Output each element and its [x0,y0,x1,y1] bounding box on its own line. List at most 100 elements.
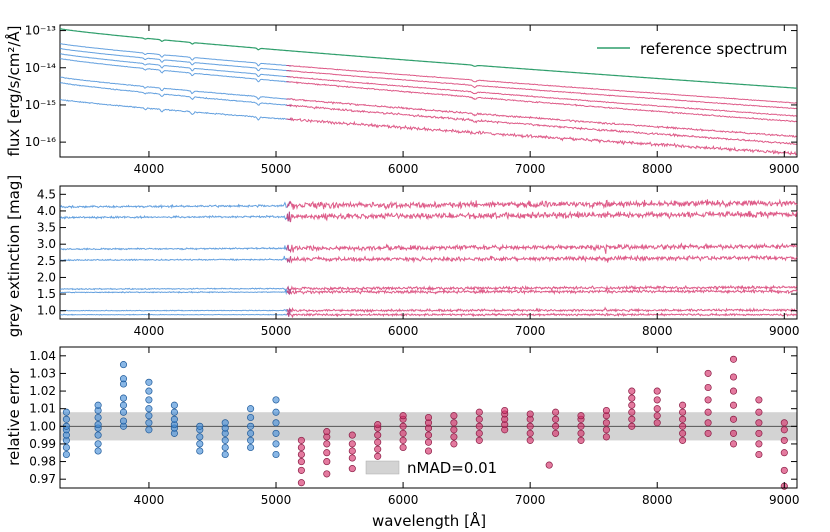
error-legend-label: nMAD=0.01 [407,459,497,477]
error-point [526,422,534,430]
error-point [653,419,661,427]
error-point [755,429,763,437]
x-tick-label: 4000 [134,162,165,176]
flux-series-blue [59,43,292,67]
error-point [755,419,763,427]
error-point [62,415,70,423]
error-point [399,429,407,437]
y-tick-label: 0.98 [29,455,56,469]
flux-series-red [286,76,797,117]
x-tick-label: 9000 [769,493,800,507]
flux-series-blue [59,53,292,78]
error-point [602,426,610,434]
error-legend-swatch [365,460,400,475]
extinction-series-red [286,210,798,223]
extinction-series-blue [59,307,292,314]
error-legend: nMAD=0.01 [365,459,497,477]
error-point [424,431,433,439]
extinction-series-blue [59,255,292,264]
x-tick-label: 8000 [642,493,673,507]
error-point [526,410,534,418]
flux-series-red [286,116,797,156]
error-point [94,440,102,448]
error-point [145,419,153,427]
extinction-series-red [286,284,798,292]
error-point [348,465,356,473]
error-point [679,401,687,409]
error-point [170,415,178,423]
error-point [348,431,356,439]
error-point [374,445,382,453]
x-tick-label: 8000 [642,162,673,176]
error-point [247,422,255,430]
error-point [545,461,553,469]
error-point [628,401,636,409]
x-axis-label: wavelength [Å] [372,511,486,530]
y-tick-label: 10⁻¹⁶ [25,135,56,149]
error-point [577,436,585,444]
error-point [221,419,229,427]
error-point [450,419,458,427]
error-point [450,426,458,434]
error-point [297,450,305,459]
error-point [348,440,356,448]
x-tick-label: 6000 [388,162,419,176]
error-point [94,421,102,429]
y-tick-label: 1.03 [29,366,56,380]
error-point [196,433,204,441]
error-point [552,422,560,430]
extinction-series-red [286,287,798,296]
error-axes-frame [59,346,798,489]
extinction-axes-frame [59,185,798,320]
error-point [297,479,305,487]
error-point [679,436,687,444]
error-point [323,470,331,478]
y-tick-label: 4.5 [37,187,56,201]
error-point [399,436,407,444]
error-point [145,378,153,386]
error-point [424,447,433,455]
error-point [679,422,687,430]
flux-y-axis-label: flux [erg/s/cm²/Å] [4,25,23,156]
error-point [653,405,661,413]
error-point [94,431,102,439]
extinction-series-red [286,306,798,314]
error-point [196,440,204,448]
error-point [145,396,153,404]
error-point [119,394,128,402]
flux-series-blue [59,47,292,72]
error-point [526,436,534,444]
error-point [94,447,102,455]
flux-series-blue [59,76,292,101]
x-tick-label: 4000 [134,324,165,338]
extinction-series-blue [59,200,292,210]
error-point [628,394,636,402]
error-point [247,436,255,444]
error-point [196,447,204,455]
y-tick-label: 1.04 [29,349,56,363]
x-tick-label: 9000 [769,162,800,176]
error-point [704,369,712,377]
error-point [424,438,433,446]
flux-series-blue [59,58,291,83]
x-tick-label: 4000 [134,493,165,507]
flux-panel: 4000 5000 6000 7000 8000 9000 10⁻¹³ 10⁻¹⁴ 10⁻¹⁵ 1… [4,24,800,176]
y-tick-label: 10⁻¹⁴ [25,61,56,75]
error-point [272,419,280,427]
y-tick-label: 3.0 [37,237,56,251]
extinction-series-blue [59,311,291,317]
error-point [348,454,356,462]
error-point [247,413,255,422]
x-tick-label: 7000 [515,493,546,507]
y-tick-label: 3.5 [37,221,56,235]
error-points-group [62,355,788,490]
x-tick-label: 5000 [261,324,292,338]
error-point [272,429,280,437]
x-tick-label: 7000 [515,162,546,176]
error-point [704,408,712,416]
x-tick-label: 8000 [642,324,673,338]
error-point [323,458,331,466]
flux-series-red [286,65,797,104]
error-point [729,355,738,363]
error-point [729,415,738,423]
